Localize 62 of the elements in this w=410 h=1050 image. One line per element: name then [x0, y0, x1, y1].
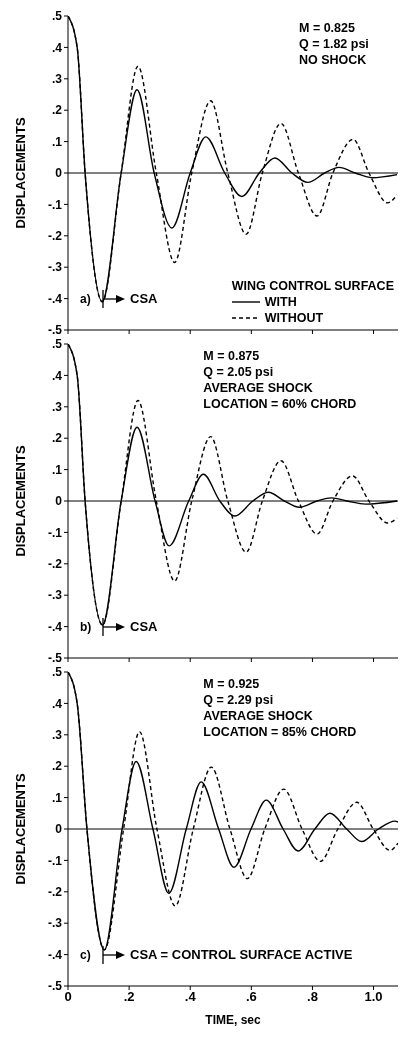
y-tick-label: -.4: [47, 291, 63, 306]
x-tick-label: .6: [245, 989, 257, 1005]
y-tick-label: -.1: [47, 197, 63, 212]
y-tick-label: -.5: [47, 651, 63, 666]
annotation: LOCATION = 60% CHORD: [203, 396, 357, 412]
annotation: AVERAGE SHOCK: [203, 380, 314, 396]
annotation: LOCATION = 85% CHORD: [203, 724, 357, 740]
x-tick-label: 1.0: [364, 989, 383, 1005]
y-tick-label: -.3: [47, 260, 63, 275]
annotation: AVERAGE SHOCK: [203, 708, 314, 724]
y-tick-label: -.1: [47, 853, 63, 868]
y-axis-title: DISPLACEMENTS: [12, 445, 28, 557]
y-tick-label: 0: [55, 166, 63, 181]
y-tick-label: -.4: [47, 947, 63, 962]
x-axis-title: TIME, sec: [205, 1013, 261, 1027]
y-tick-label: .4: [51, 368, 63, 383]
y-tick-label: -.2: [47, 885, 63, 900]
annotation: Q = 1.82 psi: [299, 36, 369, 52]
y-tick-label: -.2: [47, 229, 63, 244]
y-tick-label: .3: [51, 400, 63, 415]
y-tick-label: -.4: [47, 619, 63, 634]
text: c): [80, 946, 91, 963]
y-tick-label: -.1: [47, 525, 63, 540]
y-axis-title: DISPLACEMENTS: [12, 773, 28, 885]
y-tick-label: .1: [51, 134, 63, 149]
y-tick-label: -.5: [47, 979, 63, 994]
legend-title: WING CONTROL SURFACE: [231, 278, 394, 294]
y-tick-label: .5: [51, 9, 63, 24]
y-tick-label: -.3: [47, 916, 63, 931]
y-tick-label: .5: [51, 665, 63, 680]
y-tick-label: .2: [51, 431, 63, 446]
y-tick-label: .4: [51, 696, 63, 711]
y-tick-label: 0: [55, 494, 63, 509]
y-tick-label: .1: [51, 462, 63, 477]
annotation: CSA: [130, 289, 158, 308]
y-tick-label: .1: [51, 790, 63, 805]
y-tick-label: .2: [51, 759, 63, 774]
y-tick-label: 0: [55, 822, 63, 837]
annotation: NO SHOCK: [299, 52, 368, 68]
legend-label: WITHOUT: [264, 310, 324, 326]
y-tick-label: .3: [51, 72, 63, 87]
annotation: CSA: [130, 617, 158, 636]
y-tick-label: -.5: [47, 323, 63, 338]
y-tick-label: .3: [51, 728, 63, 743]
x-tick-label: .8: [307, 989, 318, 1005]
text: a): [80, 290, 91, 307]
y-axis-title: DISPLACEMENTS: [12, 117, 28, 229]
x-tick-label: .2: [123, 989, 135, 1005]
y-tick-label: .5: [51, 337, 63, 352]
y-tick-label: .4: [51, 40, 63, 55]
x-tick-label: .4: [184, 989, 197, 1005]
annotation: M = 0.875: [203, 348, 261, 364]
text: b): [80, 618, 92, 635]
annotation: M = 0.925: [203, 676, 261, 692]
legend-label: WITH: [264, 294, 297, 310]
y-tick-label: -.3: [47, 588, 63, 603]
annotation: Q = 2.29 psi: [203, 692, 275, 708]
y-tick-label: .2: [51, 103, 63, 118]
annotation: Q = 2.05 psi: [203, 364, 275, 380]
annotation: CSA = CONTROL SURFACE ACTIVE: [130, 945, 353, 964]
y-tick-label: -.2: [47, 557, 63, 572]
annotation: M = 0.825: [299, 20, 356, 36]
